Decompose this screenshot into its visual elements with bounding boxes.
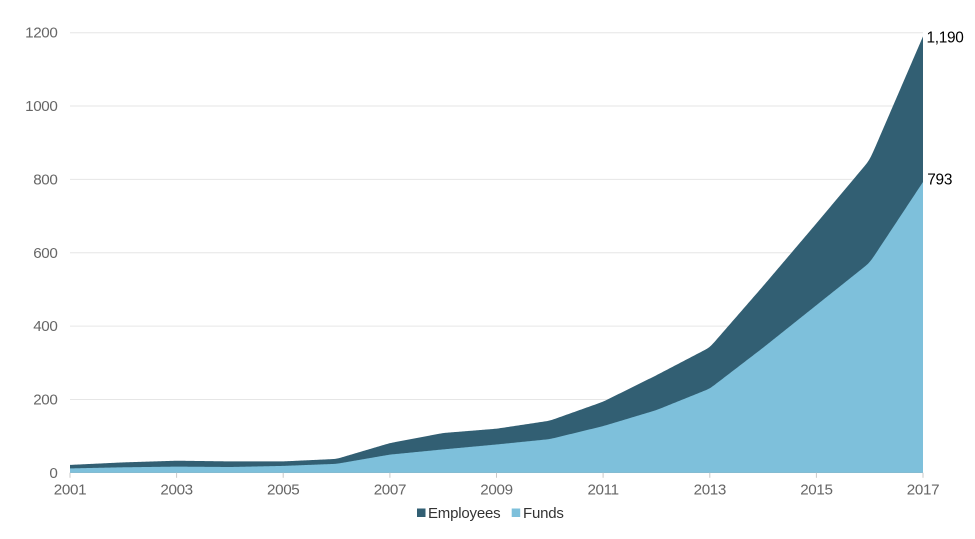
svg-text:2011: 2011 bbox=[587, 482, 618, 499]
svg-text:2005: 2005 bbox=[267, 482, 299, 499]
svg-text:800: 800 bbox=[33, 171, 57, 188]
svg-text:2013: 2013 bbox=[694, 482, 726, 499]
svg-text:Employees: Employees bbox=[428, 505, 500, 522]
svg-text:2003: 2003 bbox=[160, 482, 192, 499]
svg-text:0: 0 bbox=[49, 465, 57, 482]
svg-text:2009: 2009 bbox=[480, 482, 512, 499]
svg-text:600: 600 bbox=[33, 245, 57, 262]
svg-text:1,190: 1,190 bbox=[927, 30, 964, 47]
svg-text:2017: 2017 bbox=[907, 482, 939, 499]
svg-text:1000: 1000 bbox=[25, 98, 57, 115]
svg-text:200: 200 bbox=[33, 392, 57, 409]
svg-text:2015: 2015 bbox=[800, 482, 832, 499]
svg-text:Funds: Funds bbox=[523, 505, 564, 522]
svg-text:1200: 1200 bbox=[25, 25, 57, 42]
svg-text:2007: 2007 bbox=[374, 482, 406, 499]
svg-text:400: 400 bbox=[33, 318, 57, 335]
svg-text:2001: 2001 bbox=[54, 482, 86, 499]
svg-text:793: 793 bbox=[927, 172, 952, 189]
